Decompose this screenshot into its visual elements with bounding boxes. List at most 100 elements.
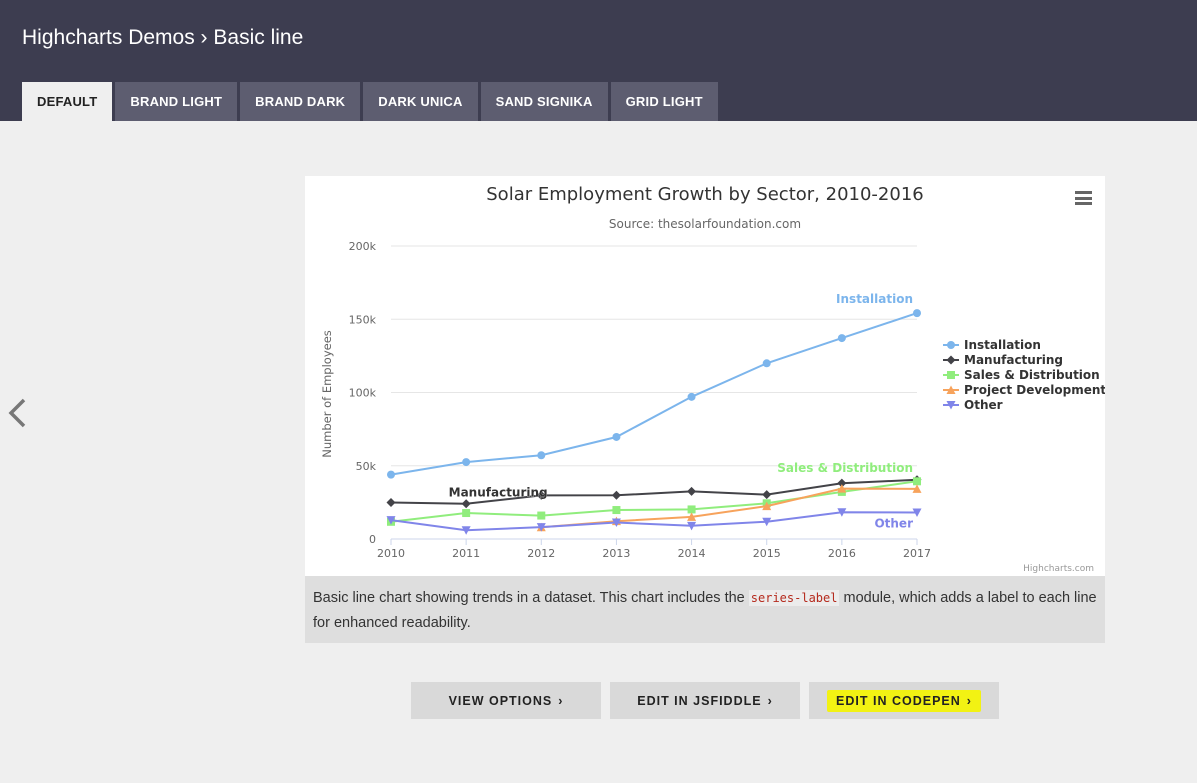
series-line[interactable]	[541, 487, 918, 529]
chart-credits[interactable]: Highcharts.com	[1023, 564, 1094, 574]
legend-label: Installation	[964, 338, 1041, 352]
series-label: Other	[874, 517, 913, 531]
data-point[interactable]	[687, 512, 697, 521]
y-axis-title: Number of Employees	[320, 330, 334, 458]
chart-description: Basic line chart showing trends in a dat…	[305, 576, 1105, 643]
legend-symbol	[946, 401, 956, 410]
tab-grid-light[interactable]: GRID LIGHT	[610, 82, 718, 121]
data-point[interactable]	[837, 508, 847, 517]
series-label: Installation	[836, 292, 913, 306]
x-tick-label: 2010	[377, 547, 405, 560]
data-point[interactable]	[387, 470, 395, 479]
chevron-right-icon: ›	[767, 693, 773, 708]
tab-brand-dark[interactable]: BRAND DARK	[240, 82, 361, 121]
header-bar: Highcharts Demos › Basic line DEFAULT BR…	[0, 0, 1197, 121]
description-text-after: module, which adds a label to each line …	[313, 590, 1097, 631]
data-point[interactable]	[687, 392, 696, 401]
data-point[interactable]	[461, 526, 471, 535]
data-point[interactable]	[837, 334, 846, 343]
legend-item[interactable]: Installation	[943, 338, 1041, 352]
data-point[interactable]	[537, 511, 546, 520]
chart-title: Solar Employment Growth by Sector, 2010-…	[486, 184, 923, 205]
view-options-label: VIEW OPTIONS	[448, 693, 553, 708]
x-tick-label: 2013	[602, 547, 630, 560]
legend-label: Manufacturing	[964, 353, 1063, 367]
description-text-before: Basic line chart showing trends in a dat…	[313, 590, 749, 606]
legend-item[interactable]: Manufacturing	[943, 353, 1063, 367]
edit-in-jsfiddle-button[interactable]: EDIT IN JSFIDDLE ›	[610, 682, 800, 719]
tab-sand-signika[interactable]: SAND SIGNIKA	[480, 82, 608, 121]
data-point[interactable]	[536, 490, 546, 500]
data-point[interactable]	[386, 497, 396, 507]
tab-brand-light[interactable]: BRAND LIGHT	[115, 82, 238, 121]
series-label: Sales & Distribution	[777, 461, 913, 475]
data-point[interactable]	[837, 484, 847, 493]
y-tick-label: 50k	[356, 460, 377, 473]
legend-label: Sales & Distribution	[964, 368, 1100, 382]
legend-symbol	[947, 371, 955, 379]
x-tick-label: 2014	[678, 547, 706, 560]
line-chart: Solar Employment Growth by Sector, 2010-…	[320, 184, 1105, 574]
series-other[interactable]	[386, 508, 922, 535]
data-point[interactable]	[386, 516, 396, 525]
data-point[interactable]	[536, 523, 546, 532]
data-point[interactable]	[837, 478, 847, 488]
tab-default[interactable]: DEFAULT	[22, 82, 113, 121]
legend-label: Project Development	[964, 383, 1105, 397]
legend-symbol	[947, 341, 955, 349]
legend-item[interactable]: Sales & Distribution	[943, 368, 1100, 382]
data-point[interactable]	[687, 521, 697, 531]
data-point[interactable]	[687, 486, 697, 496]
data-point[interactable]	[913, 477, 921, 486]
edit-in-codepen-button[interactable]: EDIT IN CODEPEN ›	[809, 682, 999, 719]
x-tick-label: 2015	[753, 547, 781, 560]
series-installation[interactable]	[387, 309, 921, 479]
y-tick-label: 100k	[349, 387, 377, 400]
tab-dark-unica[interactable]: DARK UNICA	[363, 82, 478, 121]
data-point[interactable]	[611, 518, 621, 528]
legend-symbol	[946, 385, 956, 394]
legend-symbol	[946, 355, 956, 365]
data-point[interactable]	[912, 508, 922, 517]
codepen-highlight: EDIT IN CODEPEN ›	[827, 689, 981, 712]
chevron-left-icon[interactable]	[6, 396, 30, 430]
data-point[interactable]	[612, 506, 621, 515]
data-point[interactable]	[462, 509, 471, 518]
data-point[interactable]	[612, 432, 621, 441]
y-tick-label: 150k	[349, 313, 377, 326]
data-point[interactable]	[762, 517, 772, 527]
page-title: Highcharts Demos › Basic line	[22, 26, 304, 49]
data-point[interactable]	[537, 451, 546, 460]
data-point[interactable]	[912, 484, 922, 493]
module-code: series-label	[748, 590, 840, 606]
chart-container: Solar Employment Growth by Sector, 2010-…	[305, 176, 1105, 576]
data-point[interactable]	[913, 309, 921, 318]
x-tick-label: 2011	[452, 547, 480, 560]
legend-item[interactable]: Other	[943, 398, 1003, 412]
data-point[interactable]	[461, 499, 471, 509]
x-tick-label: 2016	[828, 547, 856, 560]
y-tick-label: 0	[369, 533, 376, 546]
x-tick-label: 2012	[527, 547, 555, 560]
view-options-button[interactable]: VIEW OPTIONS ›	[411, 682, 601, 719]
series-label: Manufacturing	[449, 486, 548, 500]
chart-subtitle: Source: thesolarfoundation.com	[609, 217, 801, 231]
data-point[interactable]	[687, 505, 696, 514]
legend-label: Other	[964, 398, 1003, 412]
series-line[interactable]	[390, 511, 918, 532]
legend-item[interactable]: Project Development	[943, 383, 1105, 397]
data-point[interactable]	[462, 458, 471, 467]
hamburger-menu-icon[interactable]	[1075, 191, 1092, 205]
data-point[interactable]	[762, 501, 772, 511]
series-line[interactable]	[390, 480, 918, 523]
series-line[interactable]	[390, 312, 918, 476]
x-tick-label: 2017	[903, 547, 931, 560]
theme-tabs: DEFAULT BRAND LIGHT BRAND DARK DARK UNIC…	[22, 82, 718, 121]
data-point[interactable]	[611, 490, 621, 500]
series-line[interactable]	[390, 478, 918, 505]
y-tick-label: 200k	[349, 240, 377, 253]
data-point[interactable]	[762, 490, 772, 500]
data-point[interactable]	[762, 359, 771, 368]
edit-jsfiddle-label: EDIT IN JSFIDDLE	[637, 693, 762, 708]
edit-codepen-label: EDIT IN CODEPEN	[836, 693, 961, 708]
